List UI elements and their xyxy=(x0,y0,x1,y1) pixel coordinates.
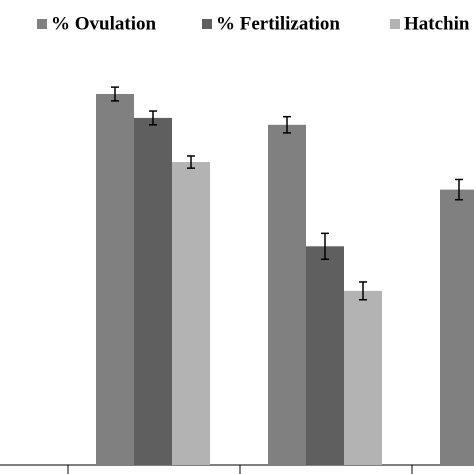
legend-swatch xyxy=(202,19,212,29)
bar xyxy=(268,124,306,466)
legend-label: Hatchin xyxy=(404,13,470,34)
error-bar xyxy=(111,86,119,102)
error-bar xyxy=(455,178,463,201)
bar xyxy=(172,162,210,465)
bar xyxy=(306,246,344,465)
legend-swatch xyxy=(390,19,400,29)
error-bar xyxy=(283,115,291,134)
legend-label: % Ovulation xyxy=(51,13,156,34)
bar xyxy=(96,94,134,466)
bar xyxy=(344,290,382,465)
error-bar xyxy=(187,155,195,169)
error-bar xyxy=(359,281,367,301)
legend-swatch xyxy=(37,19,47,29)
error-bar xyxy=(149,110,157,126)
bar xyxy=(134,117,172,465)
legend-label: % Fertilization xyxy=(216,13,340,34)
error-bar xyxy=(321,232,329,261)
bar xyxy=(440,189,474,465)
